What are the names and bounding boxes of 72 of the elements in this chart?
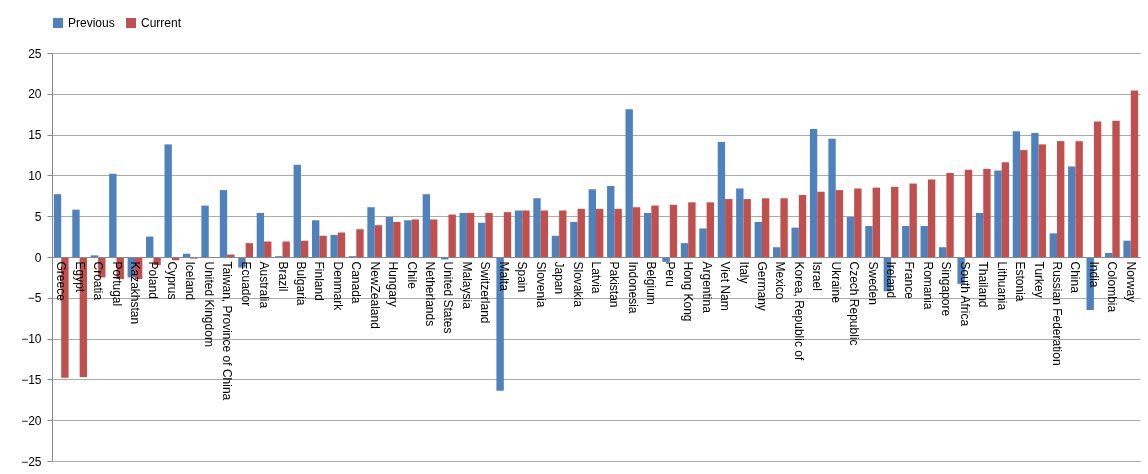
x-tick-label: Hungary [386,261,401,307]
x-tick-label: Estonia [1013,261,1028,302]
y-tick-label: −20 [21,413,42,428]
y-tick-label: 15 [28,128,42,143]
x-tick-label: India [1086,261,1101,288]
x-tick-label: NewZealand [367,261,382,329]
x-tick-label: Kazakhstan [127,261,142,325]
x-tick-label: Colombia [1105,261,1120,313]
x-tick-label: Czech Republic [847,261,862,346]
x-tick-label: South Africa [957,261,972,327]
x-tick-label: Japan [552,261,567,295]
x-tick-label: Sweden [865,261,880,305]
x-tick-label: Australia [257,261,272,309]
x-tick-label: Switzerland [478,261,493,324]
x-tick-label: Ukraine [828,261,843,304]
y-tick-label: −15 [21,372,42,387]
x-tick-label: Indonesia [625,261,640,314]
y-tick-label: 20 [28,87,42,102]
x-tick-label: Turkey [1031,261,1046,298]
x-tick-label: Finland [312,261,327,301]
x-tick-label: Netherlands [423,261,438,327]
legend-label: Current [141,16,182,30]
x-tick-label: Cyprus [164,261,179,300]
x-tick-label: Spain [515,261,530,293]
x-tick-label: Brazil [275,261,290,292]
y-tick-label: 0 [34,250,42,265]
y-tick-label: −5 [27,291,42,306]
x-tick-label: Belgium [644,261,659,305]
x-tick-label: Thailand [976,261,991,308]
x-tick-label: Israel [810,261,825,291]
x-tick-label: Canada [349,261,364,304]
x-tick-label: Hong Kong [681,261,696,322]
x-tick-label: United States [441,261,456,334]
x-tick-label: Pakistan [607,261,622,308]
x-tick-label: United Kingdom [201,261,216,347]
x-tick-label: Italy [736,261,751,284]
x-tick-label: Poland [146,261,161,299]
x-tick-label: Norway [1123,261,1138,303]
x-tick-label: Denmark [330,261,345,312]
x-tick-label: Slovenia [533,261,548,308]
x-tick-label: Mexico [773,261,788,300]
x-tick-label: Romania [920,261,935,310]
y-tick-label: 25 [28,46,42,61]
x-tick-label: Greece [54,261,69,302]
x-tick-label: Latvia [589,261,603,294]
x-tick-label: Korea, Republic of [791,261,806,361]
x-tick-label: Germany [754,261,769,311]
x-tick-label: Malta [496,261,511,292]
x-tick-label: Singapore [939,261,954,317]
x-tick-label: Slovakia [570,261,585,308]
x-tick-label: Portugal [109,261,124,307]
x-tick-label: Peru [662,261,677,287]
x-tick-label: Malaysia [459,261,474,310]
x-tick-label: Chile [404,261,419,290]
x-tick-label: Egypt [72,261,87,293]
x-tick-label: Ireland [884,261,899,299]
x-tick-label: Bulgaria [293,261,308,306]
y-tick-label: −25 [21,454,42,469]
x-tick-label: France [902,261,917,300]
y-tick-label: 5 [34,209,42,224]
x-tick-label: Viet Nam [718,261,733,311]
y-tick-label: −10 [21,332,42,347]
x-tick-label: Argentina [699,261,714,314]
legend-label: Previous [68,16,115,30]
x-tick-label: Lithuania [994,261,1009,311]
y-tick-label: 10 [28,168,42,183]
x-tick-label: Croatia [91,261,106,301]
x-tick-label: Ecuador [238,261,253,307]
x-tick-label: Taiwan, Province of China [220,261,235,401]
x-tick-label: China [1068,261,1083,294]
x-tick-label: Russian Federation [1050,261,1065,366]
x-tick-label: Iceland [183,261,198,301]
